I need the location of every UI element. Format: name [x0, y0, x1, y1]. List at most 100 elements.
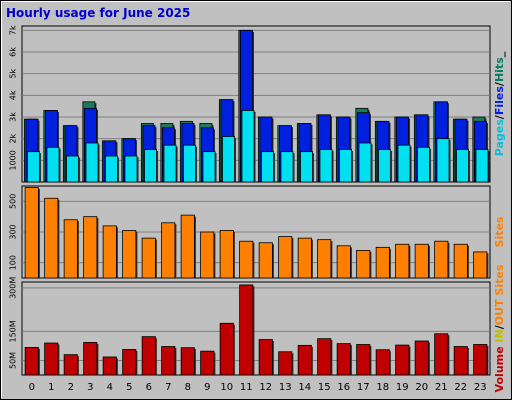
bar-pages-23: [475, 149, 489, 183]
legend-entry: Hits: [493, 57, 506, 82]
legend-entry: Volume: [493, 346, 506, 392]
chart-title: Hourly usage for June 2025: [6, 6, 190, 20]
bar-pages-21: [436, 138, 450, 183]
bar-volume-16: [336, 343, 351, 376]
bar-volume-8: [180, 347, 195, 376]
bar-sites-3: [83, 216, 98, 279]
legend-entry: Files: [493, 86, 506, 116]
bar-volume-17: [356, 344, 371, 376]
bar-sites-15: [317, 239, 332, 279]
bar-volume-10: [219, 322, 234, 376]
y-tick-label: 5k: [9, 68, 18, 78]
y-tick-label: 300: [9, 224, 18, 239]
bar-pages-17: [358, 142, 372, 183]
bar-volume-22: [453, 346, 468, 376]
x-tick-label-11: 11: [240, 382, 253, 393]
y-tick-label: 7k: [9, 25, 18, 35]
legend-entry: IN: [493, 329, 506, 342]
bar-volume-4: [102, 356, 117, 376]
bar-sites-22: [453, 243, 468, 279]
bar-volume-20: [414, 340, 429, 376]
bar-pages-8: [183, 144, 196, 183]
bar-sites-18: [375, 246, 390, 279]
legend-entry: Sites: [493, 216, 506, 247]
y-tick-label: 4k: [9, 90, 18, 100]
chart-panels: 10002k3k4k5k6k7kPages/Files/Hits_1003005…: [9, 25, 507, 392]
bar-volume-2: [63, 354, 78, 376]
bar-volume-11: [239, 284, 254, 376]
x-tick-label-17: 17: [357, 382, 370, 393]
bar-volume-13: [278, 351, 293, 376]
bar-volume-0: [24, 346, 39, 376]
y-tick-label: 6k: [9, 47, 18, 57]
bar-sites-13: [278, 236, 293, 279]
bar-pages-22: [456, 149, 469, 183]
bar-sites-0: [24, 187, 39, 279]
x-tick-label-23: 23: [474, 382, 487, 393]
x-tick-label-19: 19: [396, 382, 409, 393]
bar-sites-7: [161, 222, 176, 279]
x-tick-label-12: 12: [259, 382, 272, 393]
x-tick-label-16: 16: [337, 382, 350, 393]
bar-volume-1: [44, 342, 59, 376]
legend-volume: Volume IN/OUT Sites: [493, 264, 506, 392]
bar-pages-16: [339, 149, 352, 183]
bar-volume-21: [434, 333, 449, 376]
x-axis: 0 1 2 3 4 5 6 7 8 9 10 11 12 13 14 15 16 17 18 19 20 21 22 23: [29, 382, 487, 393]
bar-sites-11: [239, 240, 254, 279]
y-tick-label: 50M: [9, 352, 18, 369]
x-tick-label-8: 8: [185, 382, 191, 393]
x-tick-label-22: 22: [454, 382, 467, 393]
x-tick-label-0: 0: [29, 382, 35, 393]
legend-entry: /: [493, 324, 506, 329]
bar-sites-4: [102, 225, 117, 279]
y-tick-label: 2k: [9, 133, 18, 143]
bar-sites-5: [122, 230, 137, 279]
y-tick-label: 150M: [9, 320, 18, 342]
y-tick-label: 3k: [9, 112, 18, 122]
bar-sites-17: [356, 249, 371, 279]
bar-sites-19: [395, 243, 410, 279]
bar-volume-15: [317, 338, 332, 376]
bar-pages-13: [280, 151, 294, 183]
x-tick-label-10: 10: [220, 382, 233, 393]
bar-volume-23: [473, 344, 488, 376]
bar-sites-2: [63, 219, 78, 279]
panel-volume: 50M 150M 300M Volume IN/OUT Sites: [9, 264, 507, 392]
bar-pages-4: [105, 155, 118, 183]
bar-pages-20: [417, 146, 430, 183]
bar-volume-18: [375, 349, 390, 376]
x-tick-label-3: 3: [87, 382, 93, 393]
bar-volume-5: [122, 349, 137, 376]
bar-sites-1: [44, 197, 59, 279]
bar-sites-21: [434, 240, 449, 279]
bar-volume-19: [395, 344, 410, 376]
bar-volume-6: [141, 336, 156, 376]
legend-entry: /: [493, 81, 506, 86]
bar-pages-1: [46, 146, 60, 183]
x-tick-label-9: 9: [204, 382, 210, 393]
bar-sites-8: [180, 214, 195, 279]
x-tick-label-14: 14: [298, 382, 311, 393]
x-tick-label-5: 5: [126, 382, 132, 393]
x-tick-label-2: 2: [68, 382, 74, 393]
bar-pages-0: [27, 151, 40, 183]
x-tick-label-18: 18: [376, 382, 389, 393]
bar-pages-5: [124, 155, 138, 183]
bar-volume-14: [297, 344, 312, 376]
bar-pages-12: [261, 151, 274, 183]
x-tick-label-15: 15: [318, 382, 331, 393]
bar-pages-19: [397, 144, 411, 183]
bar-pages-7: [163, 144, 177, 183]
legend-entry: _: [493, 51, 506, 57]
legend-sites: Sites: [493, 216, 506, 247]
x-tick-label-6: 6: [146, 382, 152, 393]
x-tick-label-21: 21: [435, 382, 448, 393]
x-tick-label-7: 7: [165, 382, 171, 393]
bar-sites-12: [258, 242, 273, 279]
bar-sites-6: [141, 237, 156, 279]
bar-sites-14: [297, 237, 312, 279]
bar-pages-14: [300, 151, 313, 183]
